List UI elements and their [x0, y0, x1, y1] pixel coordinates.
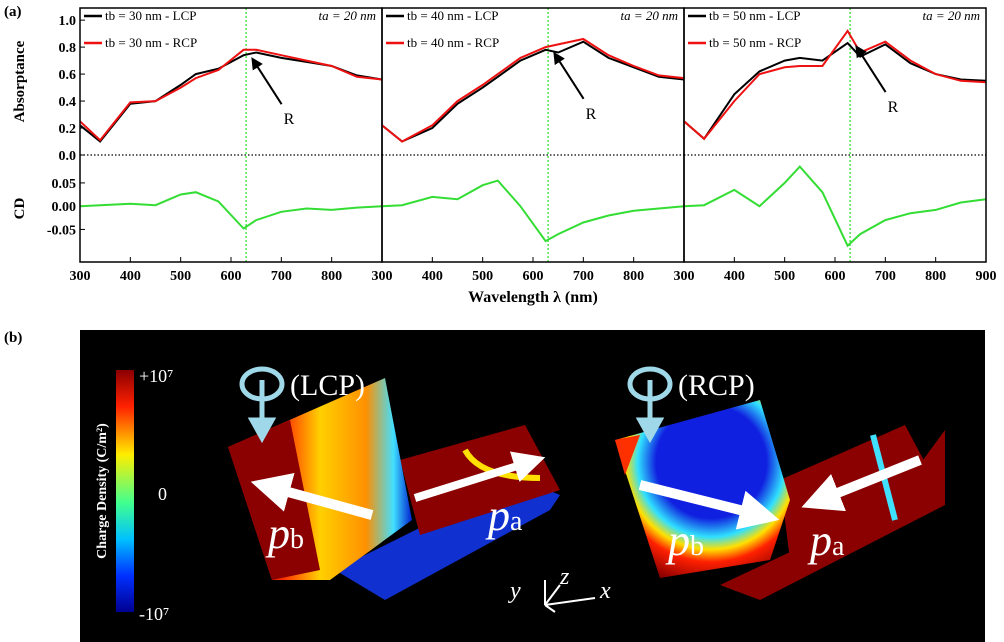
pa-arrow — [801, 455, 922, 512]
series-line — [381, 179, 685, 243]
x-tick-label: 700 — [573, 269, 594, 284]
x-tick-label: 400 — [724, 269, 745, 284]
annotation: ta = 20 nm — [318, 8, 376, 23]
series-line — [683, 29, 987, 141]
pa-block — [335, 478, 560, 600]
corner — [615, 435, 640, 475]
sub: b — [690, 531, 704, 562]
p: p — [807, 516, 832, 565]
p: p — [265, 509, 290, 558]
series-line — [381, 40, 685, 143]
pb-block — [615, 400, 790, 578]
rcp-icon — [627, 366, 673, 444]
panel-a-label: (a) — [4, 4, 22, 20]
x-tick-label: 700 — [271, 269, 292, 284]
x-tick-label: 400 — [422, 269, 443, 284]
panel-a: 300 400 500 600 700 800 0.0 0.2 0.4 0.6 0.8 1.0 -0.0… — [12, 7, 997, 306]
annotation-arrow — [251, 57, 283, 105]
legend-label: tb = 40 nm - LCP — [407, 8, 498, 23]
series-line — [381, 37, 685, 143]
y-axis-label: Absorptance — [12, 40, 28, 122]
legend-label: tb = 50 nm - LCP — [709, 8, 800, 23]
colorbar-mid: 0 — [158, 484, 167, 504]
legend-label: tb = 30 nm - RCP — [105, 35, 197, 50]
x-tick-label: 600 — [221, 269, 242, 284]
colorbar-min: -10⁷ — [139, 604, 169, 624]
axis-y: y — [508, 578, 521, 604]
series-line — [683, 165, 987, 248]
annotation-label: R — [586, 106, 597, 123]
colorbar-max: +10⁷ — [139, 366, 173, 386]
annotation-arrow — [855, 45, 887, 93]
y-tick-label: 1.0 — [59, 14, 77, 29]
pa-label: pa — [807, 516, 845, 565]
sub: a — [832, 531, 845, 562]
x-tick-label: 900 — [976, 269, 997, 284]
series-line — [79, 48, 383, 142]
rcp-label: (RCP) — [678, 369, 755, 402]
x-tick-label: 300 — [674, 269, 695, 284]
x-tick-label: 700 — [875, 269, 896, 284]
x-tick-label: 300 — [372, 269, 393, 284]
x-tick-label: 500 — [774, 269, 795, 284]
lcp-icon — [239, 366, 285, 444]
pa-label: pa — [485, 491, 523, 540]
p: p — [485, 491, 510, 540]
x-tick-label: 600 — [523, 269, 544, 284]
axis-x: x — [599, 578, 611, 604]
pb-label: pb — [665, 516, 704, 565]
y-tick-label: 0.2 — [59, 122, 77, 137]
x-tick-label: 400 — [120, 269, 141, 284]
panel-b-label: (b) — [4, 330, 22, 346]
y2-axis-label: CD — [12, 198, 28, 220]
pa-arrow — [413, 451, 546, 502]
panel-frame — [683, 7, 987, 263]
x-tick-label: 800 — [925, 269, 946, 284]
x-tick-label: 600 — [825, 269, 846, 284]
pb-label: pb — [265, 509, 304, 558]
panel-b: Charge Density (C/m²) +10⁷ 0 -10⁷ (LCP) … — [80, 330, 985, 642]
y-tick-label: 0.4 — [59, 95, 77, 110]
pb-arrow — [638, 480, 780, 530]
sub: a — [510, 506, 523, 537]
y-tick-label: 0.8 — [59, 41, 77, 56]
colorbar-title: Charge Density (C/m²) — [95, 423, 110, 559]
series-line — [79, 51, 383, 143]
axis-z: z — [559, 564, 570, 590]
y-tick-label: 0.0 — [59, 149, 77, 164]
sub: b — [290, 524, 304, 555]
x-tick-label: 800 — [321, 269, 342, 284]
series-line — [79, 191, 383, 230]
colorbar — [116, 370, 134, 612]
y2-tick-label: 0.00 — [52, 200, 77, 215]
y-tick-label: 0.6 — [59, 68, 77, 83]
series-line — [683, 41, 987, 141]
x-tick-label: 500 — [170, 269, 191, 284]
x-axis-label: Wavelength λ (nm) — [468, 289, 598, 306]
axes-triad — [544, 580, 596, 613]
legend-label: tb = 40 nm - RCP — [407, 35, 499, 50]
lcp-label: (LCP) — [290, 369, 365, 402]
annotation: ta = 20 nm — [922, 8, 980, 23]
x-tick-label: 300 — [70, 269, 91, 284]
annotation: ta = 20 nm — [620, 8, 678, 23]
x-tick-label: 800 — [623, 269, 644, 284]
pb-arrow — [250, 473, 374, 520]
legend-label: tb = 30 nm - LCP — [105, 8, 196, 23]
y2-tick-label: 0.05 — [52, 177, 77, 192]
annotation-arrow — [553, 51, 585, 100]
x-tick-label: 500 — [472, 269, 493, 284]
annotation-label: R — [888, 99, 899, 116]
y2-tick-label: -0.05 — [47, 223, 76, 238]
annotation-label: R — [284, 111, 295, 128]
pa-top — [780, 425, 945, 560]
legend-label: tb = 50 nm - RCP — [709, 35, 801, 50]
p: p — [665, 516, 690, 565]
